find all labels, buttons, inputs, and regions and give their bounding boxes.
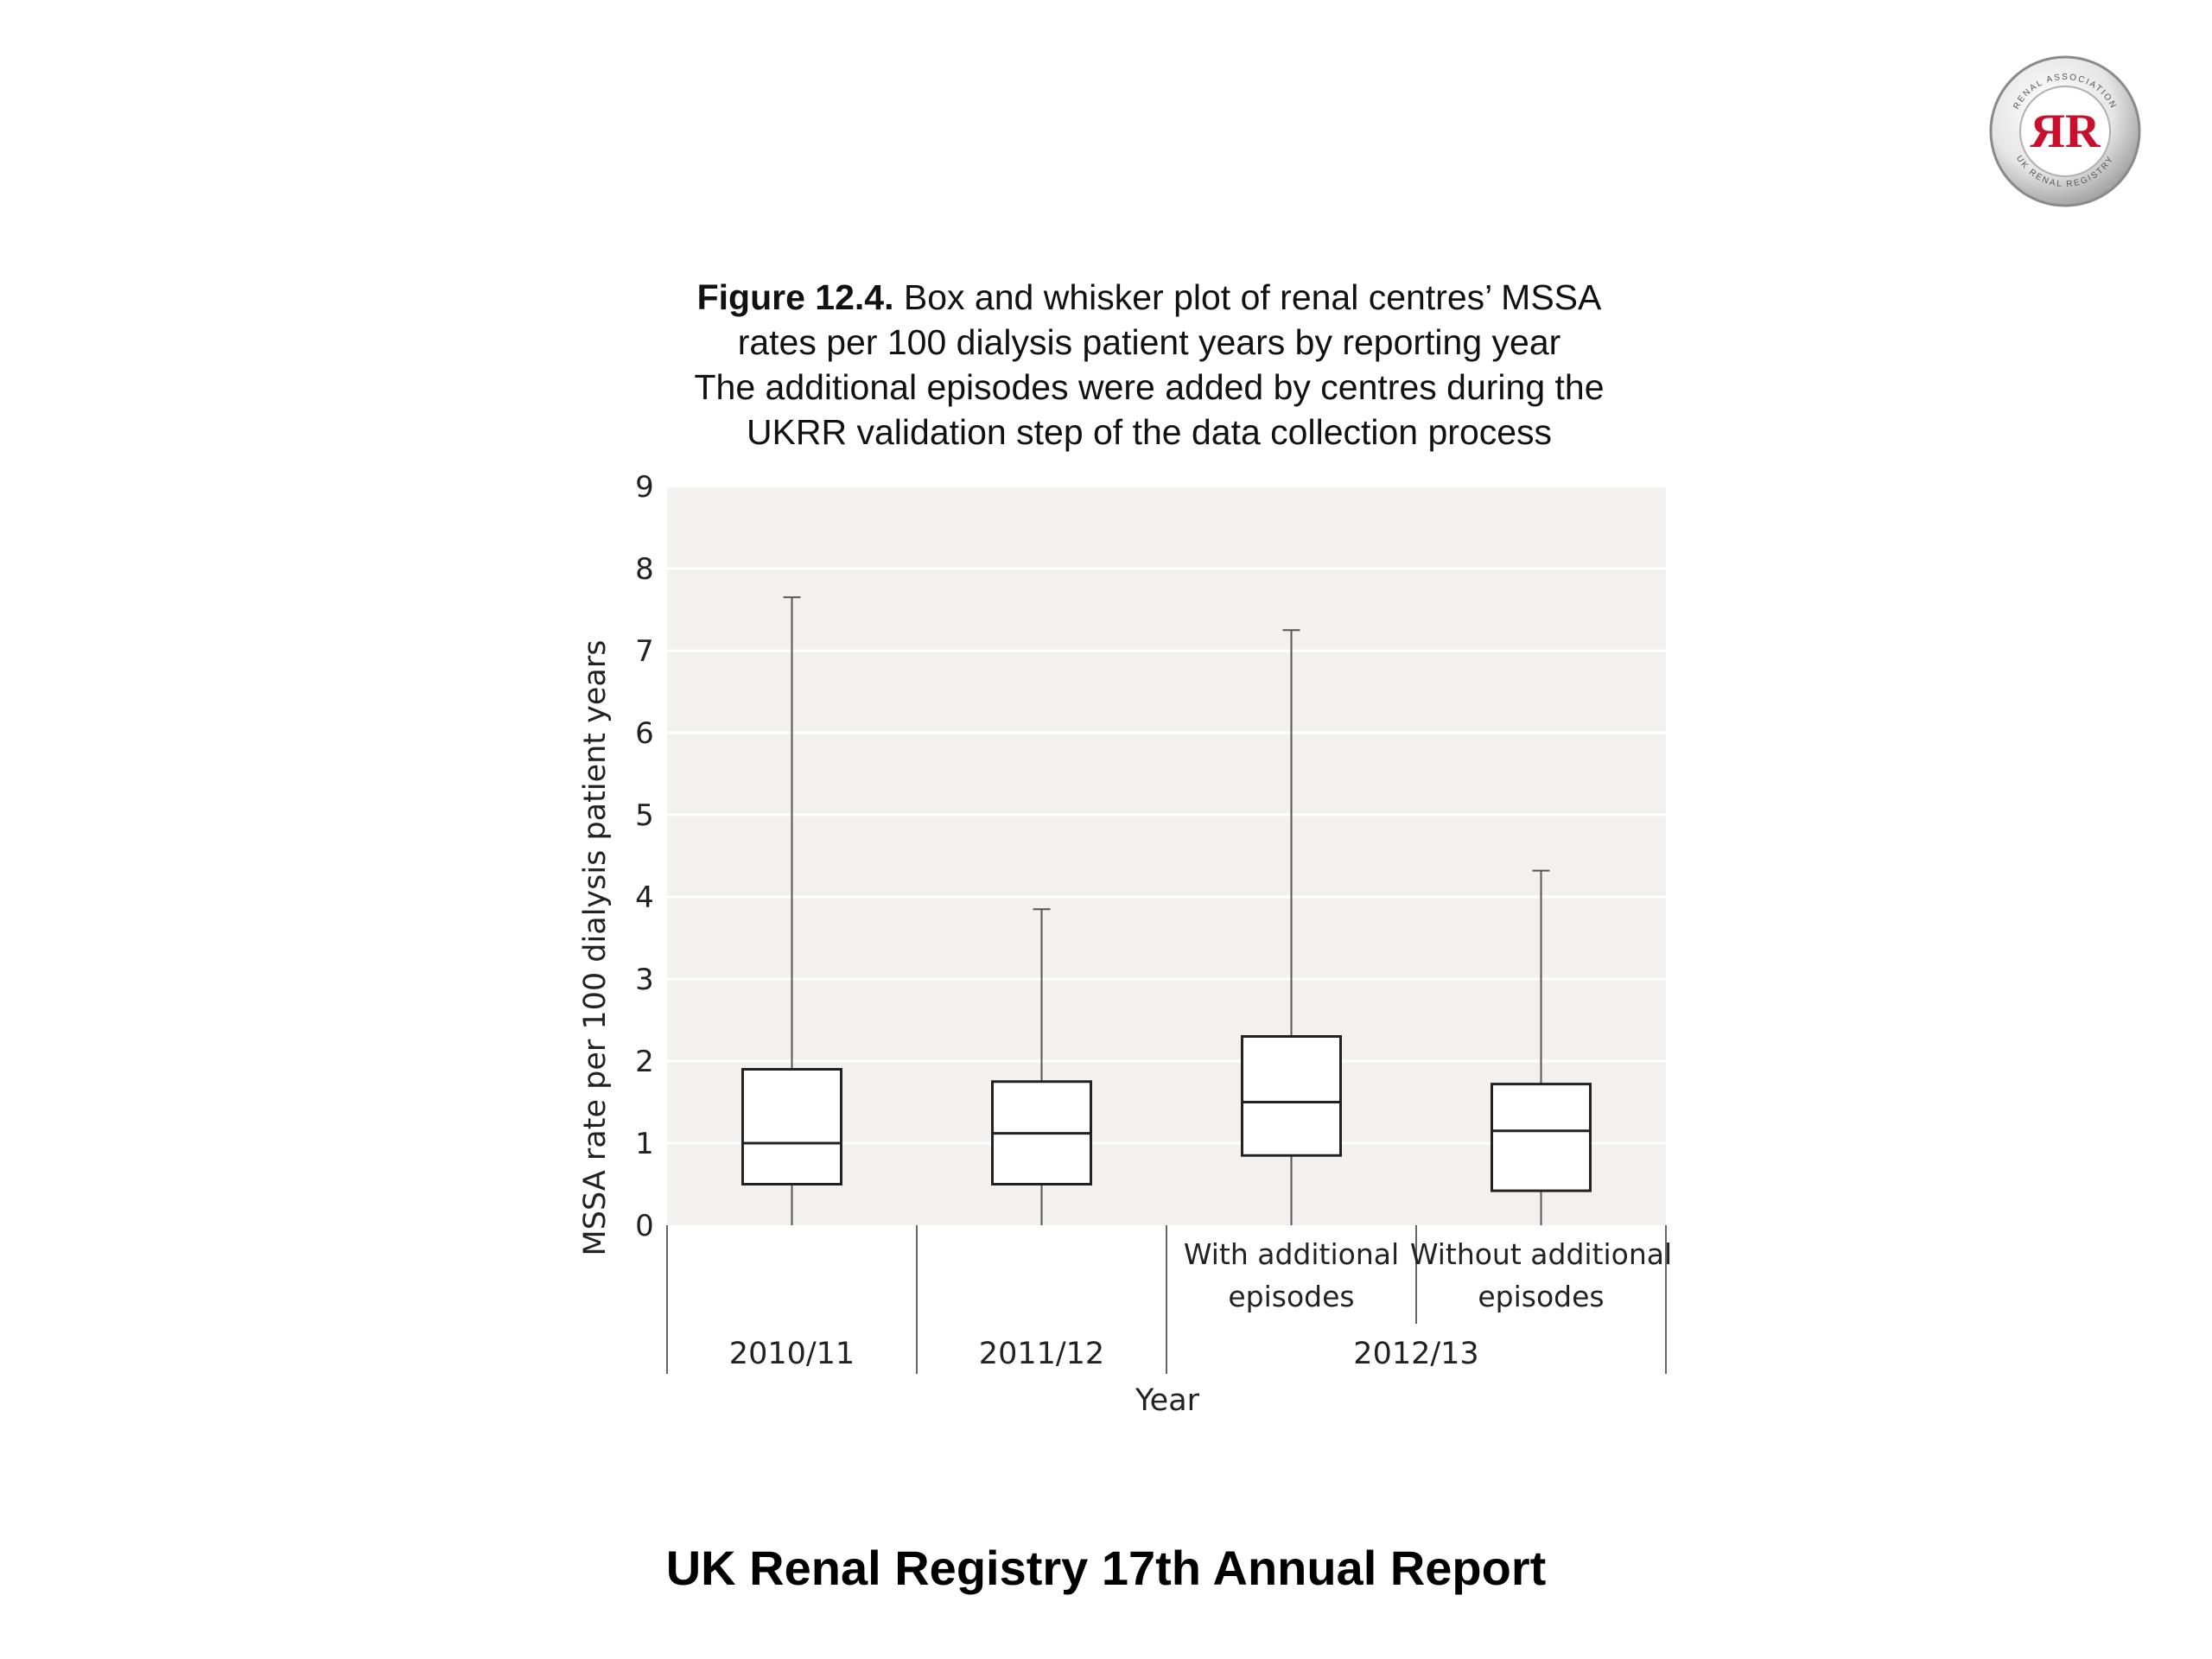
figure-label: Figure 12.4. bbox=[696, 277, 894, 317]
category-sublabel: Without additional bbox=[1410, 1237, 1672, 1271]
y-tick-label: 4 bbox=[635, 880, 654, 915]
y-tick-label: 9 bbox=[635, 470, 654, 505]
y-tick-label: 3 bbox=[635, 963, 654, 997]
category-sublabel: With additional bbox=[1184, 1237, 1399, 1271]
box bbox=[1241, 1035, 1342, 1157]
y-tick-label: 1 bbox=[635, 1127, 654, 1161]
y-tick-label: 7 bbox=[635, 634, 654, 669]
y-axis-label: MSSA rate per 100 dialysis patient years bbox=[578, 640, 613, 1256]
figure-caption: Figure 12.4. Box and whisker plot of ren… bbox=[596, 275, 1702, 454]
renal-registry-logo: RENAL ASSOCIATION UK RENAL REGISTRY ЯR bbox=[1987, 54, 2143, 209]
group-label: 2012/13 bbox=[1353, 1337, 1478, 1371]
group-label: 2010/11 bbox=[729, 1337, 855, 1371]
caption-line-1-text: Box and whisker plot of renal centres’ M… bbox=[893, 277, 1602, 317]
box bbox=[741, 1068, 842, 1185]
y-tick-label: 6 bbox=[635, 716, 654, 751]
group-label: 2011/12 bbox=[979, 1337, 1104, 1371]
caption-line-4: UKRR validation step of the data collect… bbox=[746, 412, 1553, 452]
y-tick-label: 8 bbox=[635, 552, 654, 587]
caption-line-3: The additional episodes were added by ce… bbox=[694, 367, 1605, 407]
logo-monogram: ЯR bbox=[2031, 105, 2101, 158]
box bbox=[1491, 1083, 1592, 1192]
report-footer: UK Renal Registry 17th Annual Report bbox=[665, 1541, 1547, 1595]
caption-line-2: rates per 100 dialysis patient years by … bbox=[737, 322, 1561, 362]
category-sublabel: episodes bbox=[1478, 1280, 1604, 1313]
caption-line-1: Figure 12.4. Box and whisker plot of ren… bbox=[596, 275, 1702, 320]
y-tick-label: 0 bbox=[635, 1209, 654, 1243]
category-sublabel: episodes bbox=[1228, 1280, 1354, 1313]
y-tick-label: 2 bbox=[635, 1045, 654, 1079]
y-tick-label: 5 bbox=[635, 798, 654, 833]
x-axis-label: Year bbox=[1135, 1383, 1200, 1418]
